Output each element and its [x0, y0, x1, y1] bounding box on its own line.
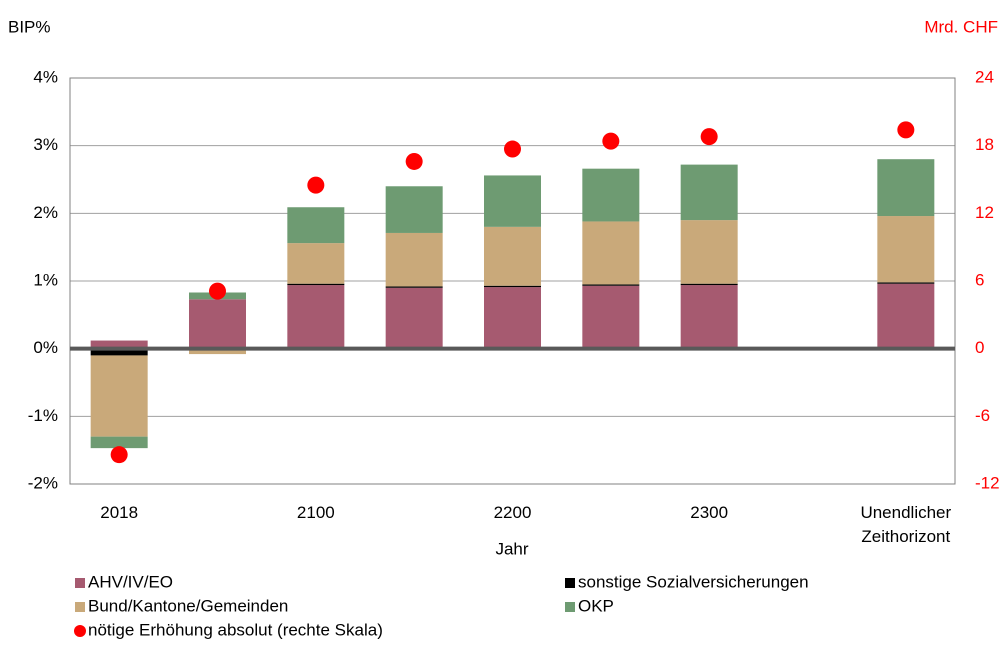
bar [287, 207, 345, 244]
y2-axis-label: Mrd. CHF [924, 17, 998, 36]
bar [287, 243, 345, 284]
dot [602, 132, 620, 150]
bar [90, 340, 148, 349]
legend-label: sonstige Sozialversicherungen [578, 572, 809, 591]
legend-marker [75, 602, 85, 612]
x-tick-label: 2200 [493, 503, 532, 522]
y2-tick-label: 0 [975, 338, 984, 357]
y-tick-label: 1% [33, 270, 58, 289]
bar [385, 232, 443, 287]
bar [287, 283, 345, 286]
bar [680, 164, 738, 221]
legend-label: Bund/Kantone/Gemeinden [88, 596, 288, 615]
dot [897, 121, 915, 139]
y-tick-label: 0% [33, 338, 58, 357]
y2-tick-label: -6 [975, 406, 990, 425]
y-tick-label: 4% [33, 67, 58, 86]
y-tick-label: -2% [28, 473, 58, 492]
bar [385, 186, 443, 233]
bar [90, 348, 148, 356]
bar [680, 285, 738, 349]
dot [504, 140, 521, 158]
y-axis-label: BIP% [8, 17, 51, 36]
legend-marker [565, 602, 575, 612]
legend-label: AHV/IV/EO [88, 572, 173, 591]
x-tick-label: 2300 [690, 503, 729, 522]
bar [582, 285, 640, 349]
bar [90, 436, 148, 449]
bar [189, 299, 246, 349]
x-tick-label: 2100 [296, 503, 335, 522]
plot-frame [69, 77, 956, 485]
bar [484, 287, 541, 349]
legend-marker [74, 625, 86, 637]
y2-tick-label: 18 [975, 135, 994, 154]
bar [680, 283, 738, 286]
bar [582, 284, 640, 286]
bar [484, 285, 541, 288]
bar [877, 283, 935, 349]
bar [385, 286, 443, 288]
legend-marker [565, 578, 575, 588]
bar [582, 168, 640, 222]
bar [877, 216, 935, 283]
bar [484, 226, 541, 286]
bar [385, 287, 443, 349]
y-tick-label: 2% [33, 203, 58, 222]
y2-tick-label: 12 [975, 203, 994, 222]
y-tick-label: 3% [33, 135, 58, 154]
bar [877, 282, 935, 284]
legend-marker [75, 578, 85, 588]
dot [700, 128, 718, 146]
y-tick-label: -1% [28, 406, 58, 425]
dot [405, 152, 423, 170]
bar [582, 221, 640, 285]
legend-label: nötige Erhöhung absolut (rechte Skala) [88, 620, 383, 639]
bar [680, 220, 738, 284]
x-tick-label: 2018 [100, 503, 139, 522]
dot [110, 446, 128, 464]
bar [189, 348, 246, 355]
bar [877, 159, 935, 217]
y2-tick-label: 24 [975, 67, 994, 86]
x-axis-label: Jahr [495, 539, 528, 558]
bar [90, 355, 148, 437]
x-tick-label: Unendlicher Zeithorizont [860, 503, 952, 546]
y2-tick-label: 6 [975, 270, 984, 289]
bar [287, 285, 345, 349]
dot [307, 176, 325, 194]
dot [209, 282, 226, 300]
legend-label: OKP [578, 596, 614, 615]
y2-tick-label: -12 [975, 473, 1000, 492]
bar [484, 175, 541, 227]
